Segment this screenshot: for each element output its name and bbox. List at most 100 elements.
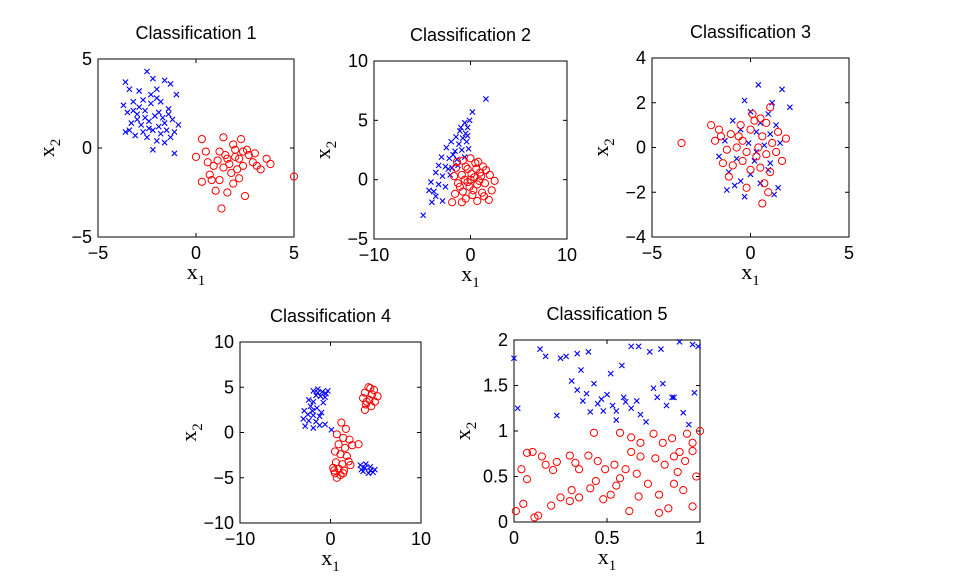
circle-marker-point	[522, 475, 532, 484]
x-marker-point	[149, 146, 156, 153]
x-marker-point	[628, 405, 635, 412]
x-marker-point	[577, 367, 584, 374]
x-marker-point	[646, 348, 653, 355]
x-marker-point	[452, 148, 459, 155]
circle-marker-point	[197, 135, 206, 144]
plot-area	[651, 57, 850, 238]
circle-marker-point	[677, 138, 686, 148]
x-axis-label: x1	[187, 259, 206, 289]
x-marker-point	[466, 117, 473, 124]
x-axis-label-subscript: 1	[752, 273, 760, 289]
circle-marker-point	[219, 163, 228, 172]
x-marker-point	[455, 141, 462, 148]
y-tick-label: 0	[358, 170, 368, 190]
x-marker-point	[464, 132, 471, 139]
x-marker-point	[669, 394, 676, 401]
x-axis-label-main: x	[598, 544, 609, 569]
circle-marker-point	[219, 133, 228, 142]
circle-marker-point	[692, 472, 701, 481]
x-marker-point	[773, 122, 780, 129]
x-marker-point	[147, 100, 154, 107]
plot-area	[239, 341, 422, 524]
x-marker-point	[761, 142, 768, 149]
circle-marker-point	[758, 132, 767, 141]
x-marker-point	[163, 127, 170, 134]
x-marker-point	[432, 169, 439, 176]
circle-marker-point	[567, 486, 576, 495]
x-tick-label: −10	[225, 529, 256, 549]
x-marker-point	[579, 397, 586, 404]
x-marker-point	[583, 390, 590, 397]
x-marker-point	[313, 392, 320, 399]
x-marker-point	[426, 187, 432, 194]
y-tick-label: 0	[82, 138, 92, 158]
x-marker-point	[365, 470, 372, 477]
x-marker-point	[140, 128, 147, 135]
y-axis-label: x2	[310, 141, 340, 160]
plot-area	[97, 58, 295, 238]
circle-marker-point	[455, 182, 464, 191]
chart-title: Classification 4	[270, 306, 391, 326]
x-marker-point	[637, 411, 644, 418]
y-axis-label-main: x	[310, 148, 335, 159]
circle-marker-point	[636, 452, 645, 461]
x-marker-point	[657, 346, 664, 353]
x-marker-point	[142, 114, 149, 121]
x-marker-point	[453, 133, 460, 140]
y-tick-label: 2	[498, 330, 508, 350]
circle-marker-point	[673, 467, 682, 477]
circle-marker-point	[262, 154, 271, 163]
circle-marker-point	[490, 176, 499, 185]
x-marker-point	[461, 119, 468, 126]
x-marker-point	[367, 467, 374, 474]
x-marker-point	[171, 150, 178, 157]
y-axis-label: x2	[176, 423, 206, 442]
circle-marker-point	[203, 158, 212, 167]
x-marker-point	[458, 147, 465, 153]
circle-marker-point	[449, 172, 459, 181]
circle-marker-point	[233, 165, 242, 174]
circle-marker-point	[682, 429, 692, 438]
circle-marker-point	[354, 440, 363, 449]
x-marker-point	[147, 91, 154, 98]
circle-marker-point	[768, 138, 777, 148]
circle-marker-point	[627, 433, 636, 442]
x-marker-point	[161, 139, 168, 146]
x-marker-point	[435, 162, 442, 169]
circle-marker-point	[211, 186, 220, 195]
x-marker-point	[420, 212, 427, 219]
circle-marker-point	[238, 161, 248, 170]
circle-marker-point	[758, 199, 767, 208]
circle-marker-point	[726, 129, 735, 139]
x-marker-point	[775, 184, 782, 191]
y-tick-label: 1.5	[483, 376, 508, 396]
x-marker-point	[142, 107, 149, 114]
circle-marker-point	[752, 152, 761, 161]
x-marker-point	[514, 405, 521, 412]
x-marker-point	[316, 422, 323, 429]
chart-title: Classification 5	[546, 304, 667, 324]
x-marker-point	[633, 397, 640, 404]
circle-marker-point	[244, 151, 254, 160]
x-marker-point	[574, 387, 581, 394]
x-marker-point	[122, 128, 129, 135]
circle-marker-point	[337, 418, 346, 427]
x-marker-point	[457, 124, 464, 131]
circle-marker-point	[738, 156, 747, 166]
x-tick-label: −5	[642, 243, 663, 263]
x-marker-point	[155, 123, 162, 130]
circle-marker-point	[762, 118, 771, 127]
x-axis-label-subscript: 1	[332, 559, 340, 575]
x-marker-point	[430, 188, 437, 195]
x-marker-point	[175, 121, 182, 128]
x-marker-point	[557, 355, 564, 362]
x-marker-point	[723, 187, 730, 194]
circle-marker-point	[746, 125, 755, 134]
circle-marker-point	[781, 134, 791, 143]
x-marker-point	[767, 160, 774, 167]
circle-marker-point	[457, 170, 466, 180]
circle-marker-point	[242, 145, 252, 154]
y-tick-label: 5	[82, 49, 92, 69]
